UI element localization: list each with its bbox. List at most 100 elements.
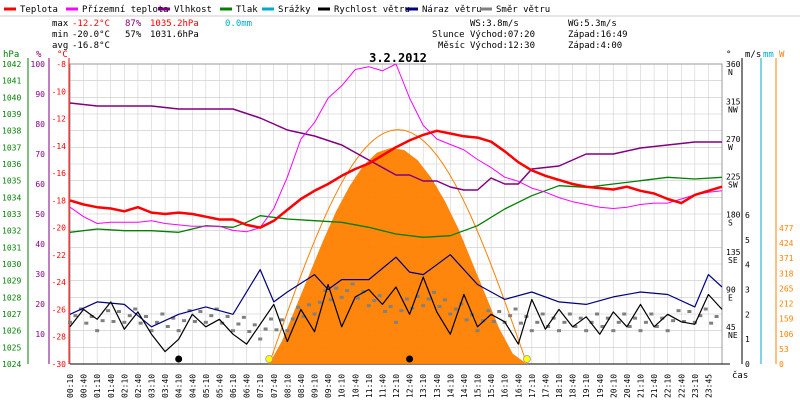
wind-direction-dot	[116, 310, 121, 313]
tick-label-hpa: 1029	[2, 277, 21, 286]
stats-avg-label: avg	[52, 41, 68, 51]
sunset-marker	[523, 355, 531, 363]
tick-label-hpa: 1033	[2, 210, 21, 219]
x-tick-label: 06:40	[243, 374, 252, 398]
x-tick-label: 20:40	[623, 374, 632, 398]
stats-max-rain: 0.0mm	[225, 19, 252, 29]
stats-max-hum: 87%	[125, 19, 142, 29]
wind-direction-dot	[366, 304, 371, 308]
wind-direction-dot	[122, 320, 127, 324]
tick-label-w: 106	[779, 330, 794, 339]
wind-direction-dot	[383, 310, 388, 313]
wind-direction-dot	[225, 315, 230, 318]
tick-label-hpa: 1034	[2, 193, 21, 202]
wind-direction-dot	[681, 320, 686, 323]
wind-direction-dot	[508, 314, 513, 318]
wind-direction-dot	[307, 303, 312, 307]
wind-direction-dot	[258, 337, 263, 341]
wind-direction-dot	[714, 315, 719, 318]
wind-direction-dot	[442, 298, 447, 302]
wind-direction-dot	[138, 321, 143, 325]
wind-direction-dot	[203, 320, 208, 324]
wind-direction-dot	[654, 325, 659, 328]
x-tick-label: 15:40	[487, 374, 496, 398]
stats-mesic-vychod: Východ:12:30	[470, 41, 535, 51]
tick-label-temp: -18	[52, 196, 67, 205]
legend-label: Vlhkost	[174, 5, 212, 15]
series-line-rychlost	[69, 276, 723, 353]
legend-label: Směr větru	[496, 5, 550, 15]
tick-label-dir-name: N	[728, 68, 733, 77]
wind-direction-dot	[529, 329, 534, 333]
tick-label-dir: 315	[726, 98, 741, 107]
tick-label-mm: 1	[763, 0, 768, 2]
wind-direction-dot	[448, 312, 453, 316]
wind-direction-dot	[236, 322, 241, 326]
tick-label-temp: -10	[52, 87, 67, 96]
x-tick-label: 13:40	[433, 374, 442, 398]
x-tick-label: 02:10	[120, 374, 129, 398]
wind-direction-dot	[290, 317, 295, 321]
x-tick-label: 22:40	[677, 374, 686, 398]
tick-label-hpa: 1026	[2, 327, 21, 336]
x-tick-label: 04:10	[175, 374, 184, 398]
stats-min-temp: -20.0°C	[72, 30, 110, 40]
tick-label-w: 212	[779, 300, 794, 309]
wind-direction-dot	[301, 315, 306, 318]
tick-label-temp: -24	[52, 278, 67, 287]
wind-direction-dot	[535, 320, 540, 324]
stats-ws: WS:3.8m/s	[470, 19, 519, 29]
wind-direction-dot	[567, 312, 572, 316]
tick-label-dir: 225	[726, 173, 741, 182]
wind-direction-dot	[703, 307, 708, 311]
tick-label-dir: 360	[726, 60, 741, 69]
tick-label-dir: 270	[726, 135, 741, 144]
axis-header-ms: m/s	[745, 50, 761, 60]
wind-direction-dot	[377, 294, 382, 298]
wind-direction-dot	[513, 307, 518, 311]
wind-direction-dot	[89, 315, 94, 318]
tick-label-hpa: 1037	[2, 143, 21, 152]
series-line-vlhkost	[69, 102, 722, 191]
x-tick-label: 05:10	[202, 374, 211, 398]
series-line-tlak	[69, 176, 723, 238]
tick-label-pct: 60	[35, 180, 45, 189]
wind-direction-dot	[334, 286, 339, 290]
wind-direction-dot	[475, 329, 480, 333]
wind-direction-dot	[198, 310, 203, 313]
stats-slunce-zapad: Západ:16:49	[568, 30, 628, 40]
axis-header-degc: °C	[57, 50, 68, 60]
axis-header-hpa: hPa	[3, 50, 19, 60]
tick-label-hpa: 1030	[2, 260, 21, 269]
wind-direction-dot	[133, 307, 138, 311]
wind-direction-dot	[95, 329, 100, 333]
tick-label-pct: 10	[35, 330, 45, 339]
wind-direction-dot	[464, 318, 469, 322]
wind-direction-dot	[616, 320, 621, 324]
wind-direction-dot	[176, 329, 181, 333]
wind-direction-dot	[589, 320, 594, 324]
x-tick-label: 23:45	[704, 374, 713, 398]
wind-direction-dot	[546, 325, 551, 328]
solar-theoretical-curve	[268, 129, 528, 365]
stats-slunce-vychod: Východ:07:20	[470, 30, 535, 40]
wind-direction-dot	[578, 316, 583, 320]
tick-label-hpa: 1031	[2, 243, 21, 252]
wind-direction-dot	[355, 296, 360, 300]
x-tick-label: 19:40	[596, 374, 605, 398]
tick-label-ms: 2	[745, 310, 750, 319]
x-tick-label: 06:10	[229, 374, 238, 398]
tick-label-temp: -28	[52, 333, 67, 342]
series-line-prizemni	[69, 63, 723, 233]
wind-direction-dot	[643, 320, 648, 324]
stats-mesic-zapad: Západ:4:00	[568, 41, 622, 51]
tick-label-dir-name: W	[728, 143, 733, 152]
x-tick-label: 07:40	[270, 374, 279, 398]
wind-direction-dot	[633, 316, 638, 320]
wind-direction-dot	[328, 298, 333, 302]
sunrise-marker	[265, 355, 274, 363]
tick-label-w: 0	[779, 360, 784, 369]
tick-label-dir: 90	[726, 285, 736, 294]
x-tick-label: 08:40	[297, 374, 306, 398]
